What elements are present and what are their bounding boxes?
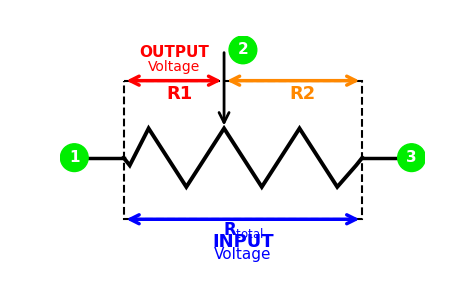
Text: R1: R1 <box>167 85 193 103</box>
Text: R2: R2 <box>290 85 316 103</box>
Text: R$_{\mathrm{total}}$: R$_{\mathrm{total}}$ <box>223 220 263 240</box>
Text: 1: 1 <box>69 150 80 165</box>
Circle shape <box>398 144 425 172</box>
Text: Voltage: Voltage <box>148 60 200 74</box>
Circle shape <box>60 144 88 172</box>
Text: Voltage: Voltage <box>214 247 272 262</box>
Text: 3: 3 <box>406 150 417 165</box>
Text: INPUT: INPUT <box>212 232 274 250</box>
Text: 2: 2 <box>237 42 248 57</box>
Circle shape <box>229 36 257 64</box>
Text: OUTPUT: OUTPUT <box>139 45 209 60</box>
